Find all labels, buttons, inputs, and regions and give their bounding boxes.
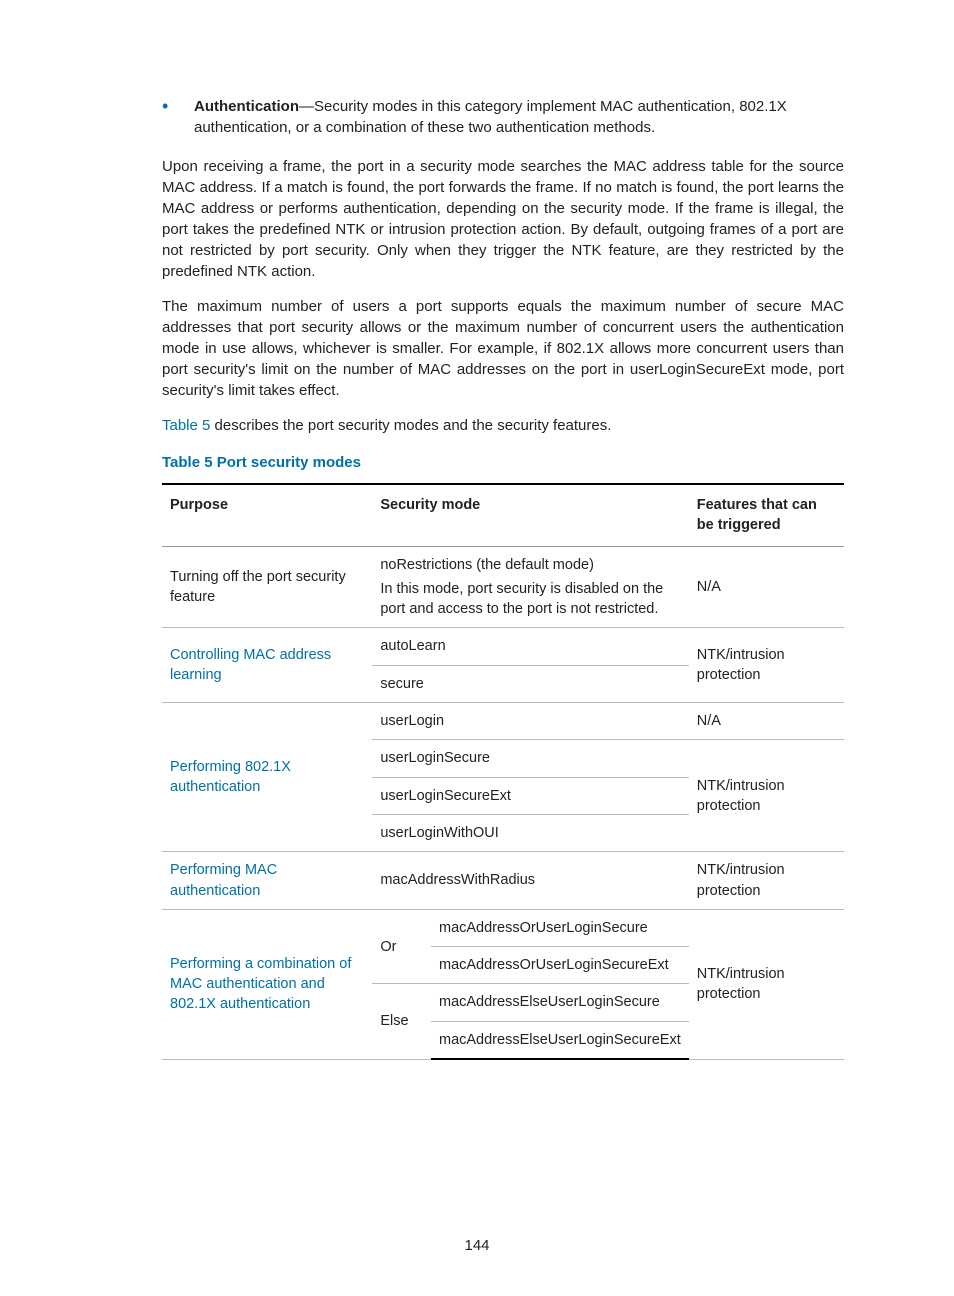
- cell-features: NTK/intrusion protection: [689, 852, 844, 910]
- cell-features: N/A: [689, 703, 844, 740]
- table-row: Controlling MAC address learning autoLea…: [162, 628, 844, 665]
- table-caption: Table 5 Port security modes: [162, 452, 844, 473]
- cell-features: NTK/intrusion protection: [689, 909, 844, 1059]
- page-number: 144: [0, 1235, 954, 1256]
- table-row: Performing a combination of MAC authenti…: [162, 909, 844, 946]
- cell-subgroup: Or: [372, 909, 431, 984]
- th-purpose: Purpose: [162, 484, 372, 546]
- cell-mode: macAddressElseUserLoginSecureExt: [431, 1021, 689, 1059]
- cell-mode-line: In this mode, port security is disabled …: [380, 579, 680, 620]
- th-features: Features that can be triggered: [689, 484, 844, 546]
- th-mode: Security mode: [372, 484, 688, 546]
- paragraph-1: Upon receiving a frame, the port in a se…: [162, 156, 844, 282]
- table-header-row: Purpose Security mode Features that can …: [162, 484, 844, 546]
- cell-mode: noRestrictions (the default mode) In thi…: [372, 546, 688, 628]
- paragraph-3: Table 5 describes the port security mode…: [162, 415, 844, 436]
- cell-mode: userLoginSecure: [372, 740, 688, 777]
- cell-mode: macAddressWithRadius: [372, 852, 688, 910]
- cell-purpose-link[interactable]: Performing a combination of MAC authenti…: [162, 909, 372, 1059]
- cell-features: NTK/intrusion protection: [689, 628, 844, 703]
- cell-purpose-link[interactable]: Controlling MAC address learning: [162, 628, 372, 703]
- paragraph-3-rest: describes the port security modes and th…: [210, 417, 611, 434]
- cell-mode: autoLearn: [372, 628, 688, 665]
- table-row: Turning off the port security feature no…: [162, 546, 844, 628]
- cell-purpose-link[interactable]: Performing MAC authentication: [162, 852, 372, 910]
- bullet-text: Authentication—Security modes in this ca…: [194, 96, 844, 138]
- cell-purpose: Turning off the port security feature: [162, 546, 372, 628]
- bullet-item: • Authentication—Security modes in this …: [162, 96, 844, 138]
- cell-mode: userLoginWithOUI: [372, 814, 688, 851]
- cell-mode: userLogin: [372, 703, 688, 740]
- paragraph-2: The maximum number of users a port suppo…: [162, 296, 844, 401]
- bullet-term: Authentication: [194, 98, 299, 115]
- table-5-link[interactable]: Table 5: [162, 417, 210, 434]
- table-row: Performing 802.1X authentication userLog…: [162, 703, 844, 740]
- cell-mode: macAddressOrUserLoginSecureExt: [431, 947, 689, 984]
- document-page: • Authentication—Security modes in this …: [0, 0, 954, 1296]
- table-row: Performing MAC authentication macAddress…: [162, 852, 844, 910]
- bullet-dot-icon: •: [162, 96, 194, 138]
- cell-mode-line: noRestrictions (the default mode): [380, 555, 680, 575]
- cell-mode: userLoginSecureExt: [372, 777, 688, 814]
- cell-mode: macAddressElseUserLoginSecure: [431, 984, 689, 1021]
- port-security-modes-table: Purpose Security mode Features that can …: [162, 483, 844, 1060]
- cell-mode: secure: [372, 665, 688, 702]
- cell-purpose-link[interactable]: Performing 802.1X authentication: [162, 703, 372, 852]
- cell-subgroup: Else: [372, 984, 431, 1059]
- cell-features: NTK/intrusion protection: [689, 740, 844, 852]
- cell-features: N/A: [689, 546, 844, 628]
- cell-mode: macAddressOrUserLoginSecure: [431, 909, 689, 946]
